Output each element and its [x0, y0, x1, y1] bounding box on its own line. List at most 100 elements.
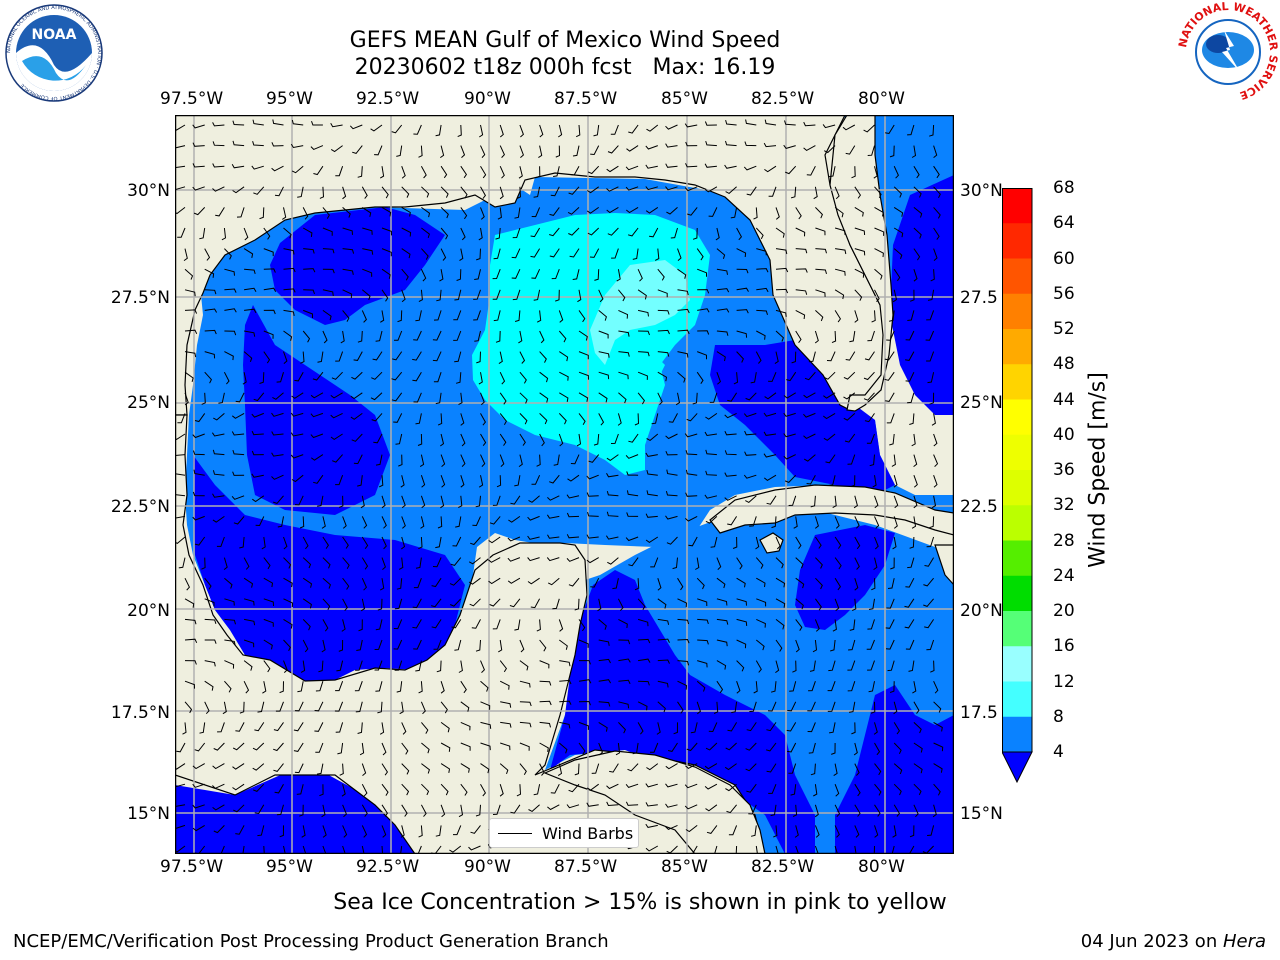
wind-barb [401, 516, 406, 529]
wind-barb [932, 804, 937, 818]
wind-barb [578, 742, 586, 755]
wind-barb [420, 804, 427, 817]
wind-barb [421, 763, 430, 774]
wind-barb [716, 660, 727, 670]
wind-barb [440, 145, 445, 159]
wind-barb [224, 680, 232, 693]
wind-barb [736, 287, 749, 292]
wind-barb [212, 515, 225, 523]
wind-barb [460, 186, 468, 199]
wind-barb [381, 268, 391, 279]
wind-barb [357, 722, 363, 734]
wind-barb [342, 557, 350, 569]
wind-barb [322, 207, 330, 219]
wind-barb [605, 535, 619, 540]
wind-barb [184, 392, 189, 406]
wind-barb [688, 845, 698, 854]
wind-barb [578, 371, 589, 380]
wind-barb [421, 206, 431, 218]
cuba-island [709, 484, 954, 536]
wind-barb [340, 330, 345, 344]
wind-barb [231, 164, 245, 169]
wind-barb [322, 227, 333, 236]
wind-barb [310, 433, 324, 439]
wind-barb [705, 449, 717, 456]
wind-barb [499, 660, 508, 673]
wind-barb [853, 742, 858, 756]
wind-barb [497, 207, 502, 220]
wind-barb [536, 619, 541, 632]
wind-barb [359, 742, 365, 756]
wind-barb [923, 577, 934, 587]
wind-barb [418, 681, 423, 694]
wind-barb [867, 145, 875, 156]
colorbar-cell [1002, 540, 1032, 577]
wind-barb [362, 268, 373, 277]
wind-barb [474, 269, 481, 280]
wind-barb [415, 413, 422, 425]
wind-barb [231, 412, 245, 419]
wind-barb [685, 492, 698, 497]
wind-barb [598, 413, 605, 426]
wind-barb [753, 681, 758, 694]
wind-barb [313, 474, 324, 484]
wind-barb [322, 825, 327, 838]
wind-barb [732, 536, 738, 549]
wind-barb [854, 804, 861, 817]
wind-barb [232, 449, 245, 456]
noaa-logo: NOAA NATIONAL OCEANIC AND ATMOSPHERIC AD… [4, 3, 104, 103]
wind-barb [182, 722, 187, 735]
wind-barb [499, 371, 506, 385]
wind-barb [851, 598, 857, 612]
wind-barb [617, 413, 622, 426]
central-west-wind-0-4 [243, 305, 390, 515]
wind-barb [460, 413, 465, 426]
colorbar-tick-label: 68 [1053, 178, 1075, 198]
wind-barb [873, 722, 878, 735]
wind-barb [322, 619, 329, 632]
wind-barb [807, 722, 816, 733]
wind-barb [924, 557, 935, 567]
wind-barb [330, 122, 343, 128]
colorbar-tick-label: 20 [1053, 601, 1075, 621]
wind-barb [353, 351, 363, 361]
wind-barb [863, 392, 875, 401]
wind-barb [795, 845, 800, 854]
wind-barb [657, 598, 667, 609]
wind-barb [814, 516, 819, 529]
wind-barb [530, 227, 541, 238]
wind-barb [657, 578, 662, 591]
wind-barb [587, 165, 600, 175]
wind-barb [489, 598, 501, 607]
wind-barb [470, 825, 481, 834]
wind-barb [263, 268, 276, 273]
wind-barb [440, 742, 451, 752]
wind-barb [893, 763, 903, 775]
wind-barb [357, 475, 363, 487]
wind-barb [302, 330, 311, 343]
wind-barb [854, 578, 859, 591]
wind-barb [418, 145, 423, 158]
wind-barb [360, 598, 366, 612]
wind-barb [175, 207, 186, 215]
wind-barb [827, 701, 836, 712]
footer-date-text: 04 Jun 2023 on [1080, 931, 1223, 952]
graticule [175, 115, 954, 854]
wind-barb [263, 660, 271, 673]
map-frame [175, 115, 954, 854]
wind-barb [212, 141, 225, 147]
wind-barb [317, 351, 324, 363]
wind-barb [480, 454, 486, 467]
wind-barb [873, 845, 875, 854]
wind-barb [775, 639, 783, 652]
wind-barb [375, 681, 383, 692]
wind-barb [692, 392, 698, 405]
wind-barb [401, 495, 406, 509]
wind-barb [204, 680, 214, 691]
wind-barb [552, 598, 560, 610]
wind-barb [413, 392, 422, 403]
top-lon-label: 87.5°W [554, 89, 618, 109]
wind-barb [235, 722, 245, 732]
wind-barb [184, 660, 197, 665]
wind-barb [829, 722, 836, 734]
